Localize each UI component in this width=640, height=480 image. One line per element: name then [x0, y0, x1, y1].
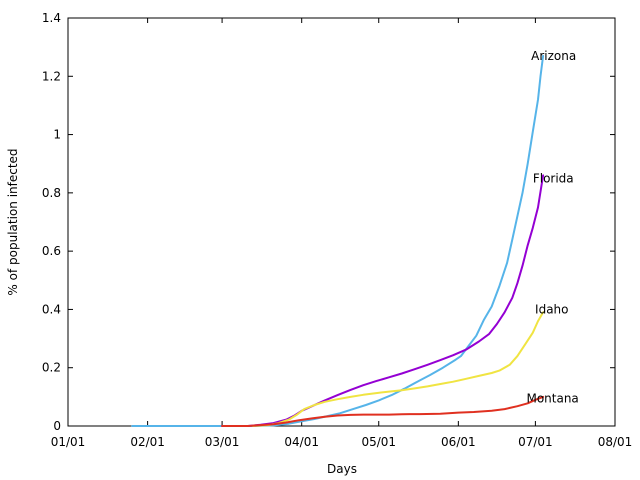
y-axis-ticks: 0 0.2 0.4 0.6 0.8 1 1.2 1.4 — [42, 11, 615, 433]
series-labels: Arizona Florida Idaho Montana — [526, 49, 578, 405]
series-label-florida: Florida — [533, 171, 574, 185]
series-line-idaho — [251, 311, 545, 427]
x-axis-ticks: 01/01 02/01 03/01 04/01 05/01 06/01 07/01 08/01 — [51, 18, 633, 449]
x-tick-label: 02/01 — [130, 435, 165, 449]
series-label-arizona: Arizona — [531, 49, 576, 63]
y-tick-label: 1 — [53, 128, 61, 142]
y-tick-label: 0.8 — [42, 186, 61, 200]
y-tick-label: 0.2 — [42, 361, 61, 375]
series-line-arizona — [131, 54, 545, 427]
y-tick-label: 0.6 — [42, 244, 61, 258]
series-lines — [131, 54, 545, 427]
x-tick-label: 08/01 — [598, 435, 633, 449]
x-axis-title: Days — [327, 462, 357, 476]
y-tick-label: 0 — [53, 419, 61, 433]
x-tick-label: 01/01 — [51, 435, 86, 449]
x-tick-label: 07/01 — [518, 435, 553, 449]
series-line-montana — [221, 395, 545, 427]
x-tick-label: 03/01 — [205, 435, 240, 449]
y-tick-label: 1.4 — [42, 11, 61, 25]
series-label-idaho: Idaho — [535, 302, 568, 316]
series-label-montana: Montana — [526, 391, 578, 405]
y-tick-label: 0.4 — [42, 302, 61, 316]
y-tick-label: 1.2 — [42, 69, 61, 83]
plot-frame — [67, 17, 616, 427]
y-axis-title: % of population infected — [6, 148, 20, 295]
x-tick-label: 06/01 — [441, 435, 476, 449]
x-tick-label: 04/01 — [284, 435, 319, 449]
x-tick-label: 05/01 — [361, 435, 396, 449]
